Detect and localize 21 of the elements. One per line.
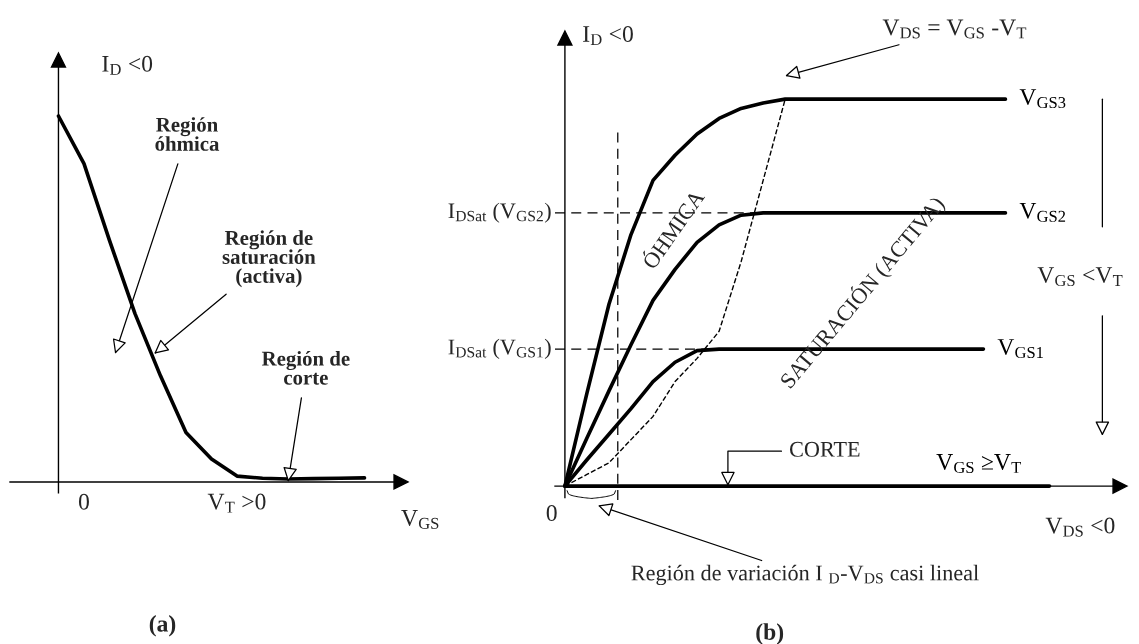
text: 0 bbox=[546, 505, 557, 521]
x-tick-label: V$_{T}$ >0 bbox=[207, 493, 266, 513]
text: (b) bbox=[756, 623, 784, 644]
annotation: CORTE bbox=[789, 441, 860, 457]
annotation: Región óhmica bbox=[155, 117, 220, 151]
x-axis-title: V$_{DS}$ <0 bbox=[1045, 517, 1115, 537]
text: V$_{DS}$ = V$_{GS}$ -V$_{T}$ bbox=[882, 19, 1027, 39]
x-axis-title: V$_{GS}$ bbox=[401, 510, 439, 529]
annotation: Región de corte bbox=[261, 350, 350, 385]
annotation: V$_{GS}$ <V$_{T}$ bbox=[1037, 267, 1123, 287]
series-label: V$_{GS1}$ bbox=[997, 339, 1043, 359]
series-label: V$_{GS}$ ≥V$_{T}$ bbox=[936, 454, 1022, 473]
annotation: Región de saturación (activa) bbox=[222, 230, 316, 288]
series-label: V$_{GS3}$ bbox=[1019, 89, 1066, 109]
text: Región de variación I $_{D}$-V$_{DS}$ casi lineal bbox=[631, 564, 979, 586]
y-axis-title: I$_{D}$ <0 bbox=[583, 26, 633, 45]
y-axis-title: I$_{D}$ <0 bbox=[102, 55, 153, 75]
text: (a) bbox=[149, 615, 176, 637]
series-label: V$_{GS2}$ bbox=[1019, 202, 1066, 222]
ref-line-label: I$_{DSat}$ (V$_{GS2}$) bbox=[448, 202, 551, 223]
ref-line-label: I$_{DSat}$ (V$_{GS1}$) bbox=[448, 338, 551, 360]
